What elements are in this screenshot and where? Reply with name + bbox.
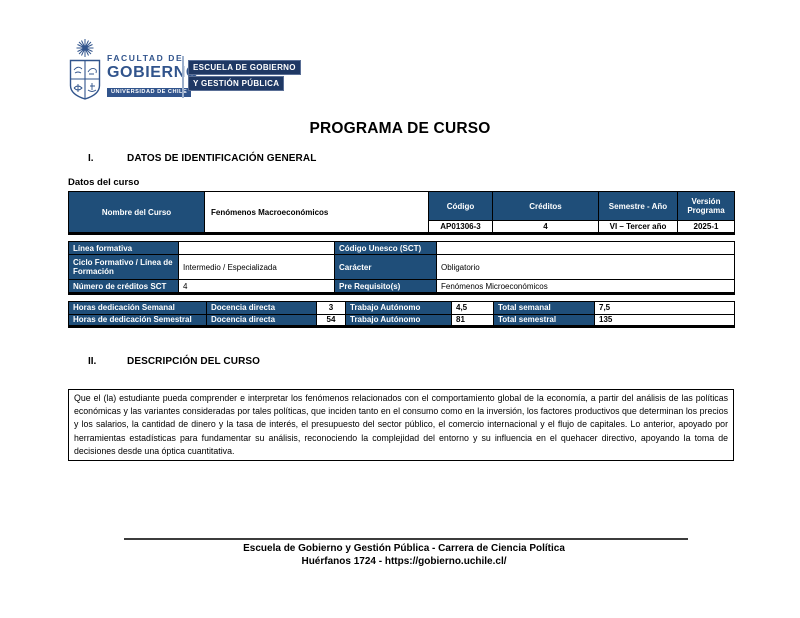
course-description-box: Que el (la) estudiante pueda comprender … <box>68 389 734 461</box>
semestre-label-cell: Semestre - Año <box>598 191 678 221</box>
footer: Escuela de Gobierno y Gestión Pública - … <box>94 543 714 568</box>
caracter-label-cell: Carácter <box>334 254 437 280</box>
prerequisito-label-cell: Pre Requisito(s) <box>334 279 437 294</box>
nombre-curso-value-cell: Fenómenos Macroeconómicos <box>204 191 429 234</box>
creditos-value-cell: 4 <box>492 220 599 234</box>
section-2-title: DESCRIPCIÓN DEL CURSO <box>127 356 261 367</box>
docencia-directa-label-cell: Docencia directa <box>206 313 317 327</box>
datos-del-curso-label: Datos del curso <box>68 177 140 188</box>
caracter-value-cell: Obligatorio <box>436 254 735 280</box>
horas-semestral-label-cell: Horas de dedicación Semestral <box>68 313 207 327</box>
university-of-chile-shield-icon <box>69 39 101 100</box>
section-1-numeral: I. <box>88 153 94 164</box>
course-details-table: Línea formativa Código Unesco (SCT) Cicl… <box>68 241 735 295</box>
school-badge-line2: Y GESTIÓN PÚBLICA <box>188 76 285 91</box>
codigo-label-cell: Código <box>428 191 493 221</box>
horas-semanal-label-cell: Horas dedicación Semanal <box>68 301 207 315</box>
docencia-semanal-value-cell: 3 <box>316 301 346 315</box>
linea-formativa-label-cell: Línea formativa <box>68 241 179 255</box>
school-badge: ESCUELA DE GOBIERNO Y GESTIÓN PÚBLICA <box>188 60 301 92</box>
trabajo-autonomo-label-cell: Trabajo Autónomo <box>345 301 452 315</box>
total-semestral-value-cell: 135 <box>594 313 735 327</box>
faculty-wordmark-line1: FACULTAD DE <box>107 53 184 63</box>
table-row: Horas de dedicación Semestral Docencia d… <box>68 313 735 327</box>
logo-divider <box>182 56 184 98</box>
autonomo-semestral-value-cell: 81 <box>451 313 494 327</box>
docencia-semestral-value-cell: 54 <box>316 313 346 327</box>
creditos-label-cell: Créditos <box>492 191 599 221</box>
creditos-sct-label-cell: Número de créditos SCT <box>68 279 179 294</box>
document-title: PROGRAMA DE CURSO <box>309 120 491 137</box>
ciclo-formativo-label-cell: Ciclo Formativo / Línea de Formación <box>68 254 179 280</box>
section-1-title: DATOS DE IDENTIFICACIÓN GENERAL <box>127 153 317 164</box>
table-row: Horas dedicación Semanal Docencia direct… <box>68 301 735 315</box>
section-2-numeral: II. <box>88 356 97 367</box>
codigo-value-cell: AP01306-3 <box>428 220 493 234</box>
table-row: Ciclo Formativo / Línea de Formación Int… <box>68 254 735 280</box>
autonomo-semanal-value-cell: 4,5 <box>451 301 494 315</box>
linea-formativa-value-cell <box>178 241 335 255</box>
trabajo-autonomo-label-cell: Trabajo Autónomo <box>345 313 452 327</box>
school-badge-line1: ESCUELA DE GOBIERNO <box>188 60 301 75</box>
footer-school-line: Escuela de Gobierno y Gestión Pública - … <box>243 543 565 554</box>
footer-divider-line <box>124 538 688 540</box>
faculty-wordmark-line2: GOBIERNO <box>107 63 199 81</box>
table-row: Línea formativa Código Unesco (SCT) <box>68 241 735 255</box>
version-value-cell: 2025-1 <box>677 220 735 234</box>
course-identification-table: Nombre del Curso Fenómenos Macroeconómic… <box>68 191 735 235</box>
ciclo-formativo-value-cell: Intermedio / Especializada <box>178 254 335 280</box>
total-semestral-label-cell: Total semestral <box>493 313 595 327</box>
total-semanal-value-cell: 7,5 <box>594 301 735 315</box>
footer-address-line: Huérfanos 1724 - https://gobierno.uchile… <box>301 555 507 567</box>
prerequisito-value-cell: Fenómenos Microeconómicos <box>436 279 735 294</box>
version-label-cell: Versión Programa <box>677 191 735 221</box>
codigo-unesco-value-cell <box>436 241 735 255</box>
university-banner: UNIVERSIDAD DE CHILE <box>107 88 192 97</box>
docencia-directa-label-cell: Docencia directa <box>206 301 317 315</box>
codigo-unesco-label-cell: Código Unesco (SCT) <box>334 241 437 255</box>
nombre-curso-label-cell: Nombre del Curso <box>68 191 205 234</box>
table-row: Número de créditos SCT 4 Pre Requisito(s… <box>68 279 735 294</box>
dedication-hours-table: Horas dedicación Semanal Docencia direct… <box>68 301 735 328</box>
creditos-sct-value-cell: 4 <box>178 279 335 294</box>
faculty-wordmark: FACULTAD DE GOBIERNO UNIVERSIDAD DE CHIL… <box>107 54 199 97</box>
semestre-value-cell: VI – Tercer año <box>598 220 678 234</box>
total-semanal-label-cell: Total semanal <box>493 301 595 315</box>
